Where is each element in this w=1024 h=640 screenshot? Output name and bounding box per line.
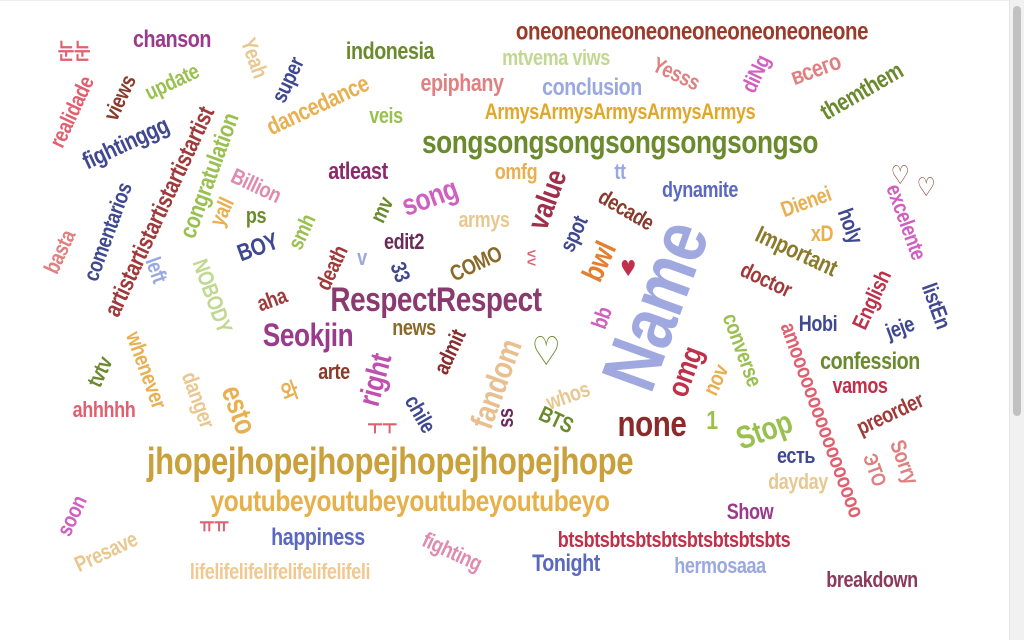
cloud-word: ㅠㅠ [199, 515, 229, 537]
cloud-word: confession [820, 348, 920, 375]
cloud-word: arte [318, 359, 350, 384]
top-border [0, 0, 1010, 1]
cloud-word: realidade [44, 72, 99, 152]
cloud-word: basta [38, 226, 81, 278]
scrollbar-thumb[interactable] [1013, 6, 1021, 416]
cloud-word: songsongsongsongsongsongso [421, 124, 819, 160]
cloud-word: btsbtsbtsbtsbtsbtsbtsbtsbts [557, 527, 791, 552]
cloud-word: Billion [227, 163, 286, 208]
cloud-word: aha [253, 282, 291, 317]
cloud-word: none [617, 403, 687, 444]
cloud-word: youtubeyoutubeyoutubeyoutubeyo [210, 485, 610, 518]
cloud-word: RespectRespect [330, 281, 542, 319]
cloud-word: dynamite [662, 177, 738, 202]
cloud-word: BOY [233, 227, 282, 268]
cloud-word: danger [176, 368, 221, 432]
cloud-word: Show [726, 499, 774, 524]
cloud-word: left [140, 253, 173, 287]
cloud-word: esto [214, 381, 263, 439]
cloud-word: Dienei [777, 180, 835, 223]
cloud-word: Sorry [885, 436, 924, 488]
cloud-word: soon [51, 491, 92, 540]
vertical-scrollbar[interactable] [1009, 0, 1024, 640]
cloud-word: ss [493, 408, 518, 428]
cloud-word: bwl [576, 236, 623, 287]
cloud-word: 와 [277, 377, 302, 407]
cloud-word: ㅜㅜ [367, 417, 397, 439]
cloud-word: holy [832, 204, 869, 247]
cloud-word: Seokjin [262, 317, 354, 353]
heart-icon: ♡ [890, 161, 910, 191]
cloud-word: update [140, 58, 203, 105]
cloud-word: epiphany [420, 70, 504, 97]
heart-icon: ♥ [620, 257, 636, 282]
cloud-word: xD [810, 221, 834, 246]
cloud-word: Yeah [235, 34, 274, 82]
cloud-word: mv [364, 193, 399, 227]
cloud-word: fighting [418, 526, 486, 577]
cloud-word: vamos [832, 373, 888, 398]
cloud-word: jeje [882, 310, 918, 345]
cloud-word: fightinggg [78, 111, 174, 176]
cloud-word: dayday [768, 469, 828, 494]
cloud-word: oneoneoneoneoneoneoneoneoneone [515, 17, 869, 46]
cloud-word: tvtv [81, 352, 118, 391]
cloud-word: lifelifelifelifelifelifelifeli [189, 559, 371, 584]
cloud-word: armys [458, 207, 510, 232]
cloud-word: atleast [328, 158, 388, 185]
cloud-word: mtvema viws [502, 45, 610, 70]
cloud-word: listEn [916, 279, 957, 333]
cloud-word: Tonight [532, 550, 600, 577]
cloud-word: есть [776, 443, 816, 468]
cloud-word: conclusion [542, 74, 642, 101]
cloud-word: news [392, 315, 436, 340]
cloud-word: ahhhhh [72, 397, 136, 422]
cloud-word: hermosaaa [674, 553, 766, 578]
cloud-word: 눈눈 [57, 39, 91, 64]
cloud-word: Yesss [648, 51, 704, 96]
cloud-word: COMO [445, 240, 506, 287]
cloud-word: indonesia [345, 38, 435, 65]
cloud-word: veis [369, 103, 403, 128]
cloud-word: diNg [736, 51, 776, 97]
cloud-word: views [98, 71, 141, 125]
heart-icon: ♡ [916, 173, 936, 203]
cloud-word: right [352, 350, 399, 410]
cloud-word: ^^ [524, 249, 544, 267]
cloud-word: admit [428, 325, 471, 378]
cloud-word: Hobi [798, 311, 838, 336]
cloud-word: chanson [132, 26, 212, 53]
cloud-word: omfg [494, 159, 538, 184]
cloud-word: NOBODY [187, 255, 238, 337]
cloud-word: ps [245, 203, 267, 228]
heart-icon: ♡ [531, 329, 561, 375]
cloud-word: всего [787, 48, 845, 92]
cloud-word: jhopejhopejhopejhopejhopejhope [146, 441, 634, 483]
cloud-word: happiness [271, 524, 365, 551]
cloud-word: song [397, 172, 463, 223]
cloud-word: ArmysArmysArmysArmysArmys [484, 99, 756, 124]
cloud-word: decade [594, 183, 659, 236]
cloud-word: chile [399, 390, 442, 437]
cloud-word: edit2 [383, 229, 425, 254]
cloud-word: Presave [70, 526, 142, 577]
cloud-word: 1 [706, 405, 718, 435]
cloud-word: tt [614, 159, 626, 184]
cloud-word: smh [282, 210, 321, 254]
cloud-word: doctor [736, 256, 796, 303]
cloud-word: v [357, 245, 367, 270]
cloud-word: breakdown [826, 567, 918, 592]
cloud-word: ЭТО [858, 450, 890, 490]
